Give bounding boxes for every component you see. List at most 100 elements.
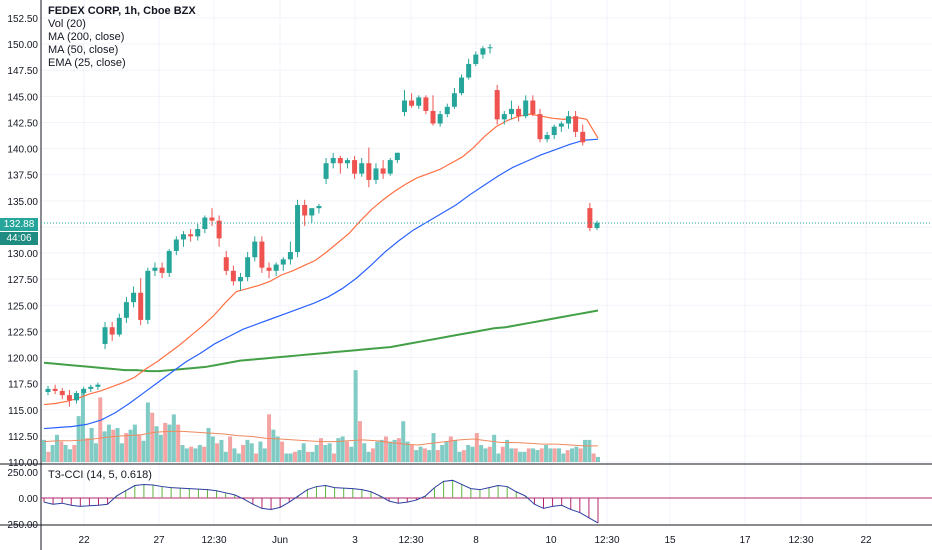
volume-bar — [42, 439, 46, 462]
volume-bar — [388, 441, 393, 462]
candle-body — [45, 388, 51, 393]
candle-body — [551, 126, 557, 136]
volume-bar — [59, 441, 64, 462]
candle-body — [152, 267, 158, 271]
volume-bar — [54, 434, 59, 462]
volume-bar — [531, 448, 536, 462]
volume-bar — [323, 445, 328, 462]
candle-body — [287, 252, 293, 260]
candle-body — [573, 116, 579, 132]
volume-bar — [271, 429, 276, 462]
volume-bar — [487, 446, 492, 462]
volume-bar — [500, 446, 505, 462]
volume-bar — [171, 414, 176, 462]
volume-bar — [336, 438, 341, 462]
candle-body — [173, 239, 179, 251]
volume-bar — [435, 450, 440, 462]
time-tick-label: 3 — [352, 535, 358, 546]
volume-bar — [565, 450, 570, 462]
osc-tick-label: 0.00 — [19, 494, 39, 505]
volume-bar — [262, 448, 267, 462]
volume-bar — [552, 448, 557, 462]
volume-bar — [479, 445, 484, 462]
volume-bar — [561, 453, 566, 462]
volume-bar — [422, 448, 427, 462]
volume-bar — [128, 429, 133, 462]
volume-bar — [457, 451, 462, 462]
volume-bar — [228, 436, 233, 462]
volume-bar — [357, 421, 362, 462]
volume-bar — [362, 443, 367, 462]
volume-bar — [180, 445, 185, 462]
candle-body — [480, 48, 486, 55]
volume-bar — [115, 428, 120, 462]
candle-body — [494, 90, 500, 120]
candle-body — [401, 100, 407, 113]
volume-bar — [306, 451, 311, 462]
volume-bar — [544, 445, 549, 462]
osc-line — [43, 479, 599, 524]
volume-bar — [344, 441, 349, 462]
candle-body — [587, 208, 593, 228]
candle-body — [387, 160, 393, 174]
volume-bar — [137, 434, 142, 462]
volume-bar — [431, 433, 436, 462]
volume-bar — [370, 448, 375, 462]
volume-bar — [249, 443, 254, 462]
candle-body — [594, 222, 600, 228]
candle-body — [523, 100, 529, 117]
volume-bar — [150, 412, 155, 462]
volume-bar — [258, 441, 263, 462]
candle-body — [359, 163, 365, 174]
volume-bar — [167, 424, 172, 462]
candle-body — [580, 131, 586, 143]
price-tick-label: 127.50 — [7, 275, 38, 286]
time-tick-label: 22 — [860, 535, 872, 546]
volume-bar — [254, 453, 259, 462]
volume-bar — [401, 421, 406, 462]
price-tick-label: 135.00 — [7, 197, 38, 208]
candle-body — [302, 205, 308, 216]
candle-body — [544, 135, 550, 140]
volume-bar — [557, 448, 562, 462]
volume-bar — [535, 450, 540, 462]
volume-bar — [46, 451, 51, 462]
volume-bar — [596, 456, 600, 462]
volume-bar — [193, 448, 198, 462]
volume-bar — [72, 445, 77, 462]
volume-bar — [98, 397, 103, 462]
osc-tick-label: 250.00 — [7, 468, 38, 479]
candle-body — [466, 63, 472, 78]
volume-bar — [85, 438, 90, 462]
volume-bar — [297, 450, 302, 462]
candle-body — [487, 47, 493, 49]
price-tick-label: 115.00 — [8, 406, 38, 417]
volume-bar — [154, 426, 159, 462]
volume-bar — [505, 439, 510, 462]
volume-bar — [67, 449, 72, 462]
candle-body — [202, 217, 208, 230]
volume-bar — [409, 445, 414, 462]
volume-bar — [375, 441, 380, 462]
volume-bar — [470, 446, 475, 462]
volume-bar — [184, 448, 189, 462]
volume-bar — [340, 436, 345, 462]
price-tick-label: 125.00 — [7, 301, 38, 312]
candle-body — [459, 77, 465, 94]
volume-bar — [50, 445, 55, 462]
candle-body — [238, 277, 244, 282]
volume-bar — [327, 443, 332, 462]
volume-bar — [145, 402, 150, 462]
volume-bar — [301, 443, 306, 462]
time-tick-label: 15 — [664, 535, 676, 546]
volume-bar — [189, 446, 194, 462]
volume-bar — [418, 446, 423, 462]
volume-bar — [349, 446, 354, 462]
plot-background — [41, 0, 932, 550]
price-tick-label: 150.00 — [7, 40, 38, 51]
time-tick-label: 12:30 — [201, 535, 226, 546]
candle-body — [416, 97, 422, 106]
volume-bar — [124, 433, 129, 462]
volume-bar — [574, 446, 579, 462]
